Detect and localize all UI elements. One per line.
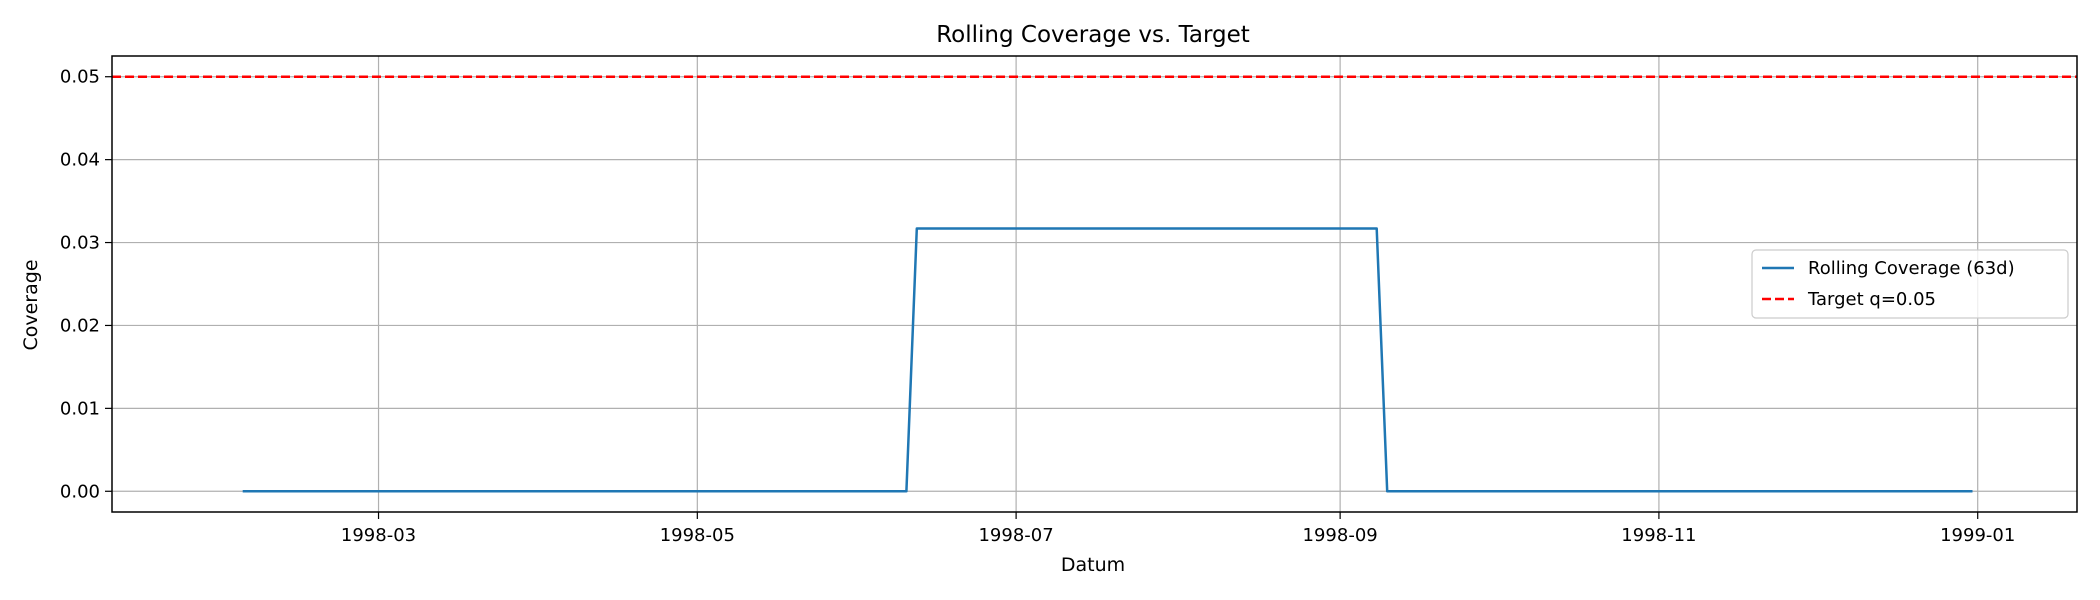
plot-frame <box>111 55 2078 513</box>
y-tick-label: 0.04 <box>60 150 100 171</box>
x-axis-label: Datum <box>1061 554 1125 576</box>
x-tick-label: 1999-01 <box>1940 525 2015 546</box>
y-tick-label: 0.02 <box>60 315 100 336</box>
x-tick-label: 1998-09 <box>1303 525 1378 546</box>
legend: Rolling Coverage (63d) Target q=0.05 <box>1751 249 2069 319</box>
x-tick-label: 1998-07 <box>978 525 1053 546</box>
y-tick-label: 0.01 <box>60 398 100 419</box>
x-tick-label: 1998-11 <box>1621 525 1696 546</box>
y-tick-label: 0.05 <box>60 67 100 88</box>
x-tick-label: 1998-03 <box>341 525 416 546</box>
legend-label: Target q=0.05 <box>1807 289 1936 310</box>
y-axis-label: Coverage <box>20 259 42 350</box>
chart-title: Rolling Coverage vs. Target <box>936 22 1250 48</box>
y-tick-label: 0.00 <box>60 481 100 502</box>
legend-box <box>1751 249 2069 319</box>
coverage-line <box>242 227 1973 493</box>
x-tick-label: 1998-05 <box>660 525 735 546</box>
legend-label: Rolling Coverage (63d) <box>1808 258 2015 279</box>
y-tick-label: 0.03 <box>60 233 100 254</box>
